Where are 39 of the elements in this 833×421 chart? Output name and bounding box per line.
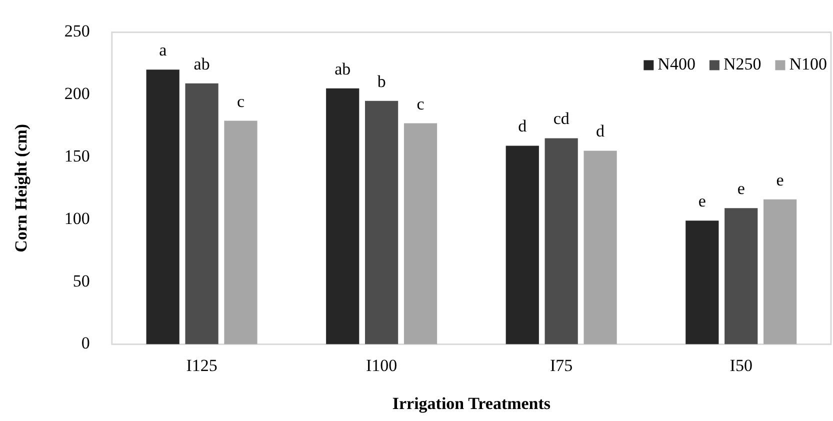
data-label: c <box>236 92 245 111</box>
data-label: ab <box>194 54 210 74</box>
x-tick-label: I75 <box>550 356 573 375</box>
bar <box>506 146 539 344</box>
bar <box>724 208 758 344</box>
bar <box>544 138 578 344</box>
bar <box>146 70 180 344</box>
data-label: e <box>737 179 745 198</box>
data-label: b <box>377 72 386 91</box>
x-tick-label: I100 <box>366 356 398 375</box>
bar <box>185 83 218 344</box>
x-tick-label: I50 <box>730 356 752 375</box>
legend-label: N400 <box>658 54 696 74</box>
y-tick-label: 150 <box>64 146 90 166</box>
bar <box>365 100 398 344</box>
bar <box>326 88 360 344</box>
legend-label: N100 <box>789 54 828 74</box>
bar <box>404 123 438 344</box>
data-label: d <box>518 116 528 136</box>
bar <box>224 120 258 344</box>
y-tick-label: 0 <box>81 334 90 353</box>
y-tick-label: 100 <box>64 208 90 228</box>
y-tick-label: 200 <box>64 84 90 104</box>
data-label: d <box>596 122 606 141</box>
y-tick-label: 250 <box>64 22 90 41</box>
data-label: cd <box>553 109 570 128</box>
legend-label: N250 <box>723 54 762 74</box>
data-label: e <box>776 170 784 190</box>
y-axis-title: Corn Height (cm) <box>12 124 31 252</box>
bar <box>584 150 617 344</box>
x-axis-title: Irrigation Treatments <box>392 394 551 414</box>
data-label: a <box>159 40 168 60</box>
data-label: c <box>416 94 425 114</box>
bar <box>764 199 797 344</box>
data-label: ab <box>334 59 351 78</box>
bar <box>686 220 719 344</box>
y-tick-label: 50 <box>72 271 90 290</box>
x-tick-label: I125 <box>186 356 218 375</box>
data-label: e <box>698 192 706 211</box>
